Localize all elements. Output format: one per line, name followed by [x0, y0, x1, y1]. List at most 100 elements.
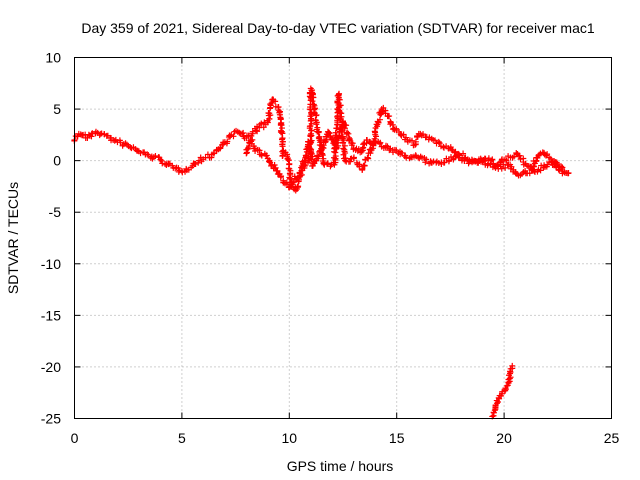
data-point-series-2	[474, 159, 481, 166]
data-point-series-2	[422, 159, 429, 166]
x-tick-label: 0	[71, 430, 79, 446]
y-tick-label: -10	[41, 256, 61, 272]
data-point-series-1	[408, 137, 415, 144]
data-point-series-2	[556, 164, 563, 171]
data-point-series-2	[561, 168, 568, 175]
data-point-series-2	[294, 174, 301, 181]
data-point-series-1	[435, 138, 442, 145]
data-point-series-2	[377, 139, 384, 146]
y-tick-label: -15	[41, 307, 61, 323]
data-point-series-2	[356, 161, 363, 168]
x-axis-label: GPS time / hours	[287, 458, 394, 474]
data-point-series-1	[230, 133, 237, 140]
data-point-series-1	[544, 151, 551, 158]
data-point-series-1	[436, 140, 443, 147]
data-point-series-2	[263, 152, 270, 159]
data-point-series-1	[386, 113, 393, 120]
data-point-series-2	[500, 161, 507, 168]
y-tick-label: -25	[41, 411, 61, 427]
data-point-series-1	[554, 160, 561, 167]
data-point-series-3	[506, 375, 513, 382]
data-point-series-2	[301, 163, 308, 170]
data-point-series-2	[339, 121, 346, 128]
data-point-series-1	[345, 130, 352, 137]
data-point-series-2	[332, 138, 339, 145]
data-point-series-2	[278, 173, 285, 180]
data-point-series-2	[333, 145, 340, 152]
data-point-series-2	[319, 151, 326, 158]
data-point-series-1	[111, 137, 118, 144]
data-point-series-2	[307, 138, 314, 145]
data-point-series-1	[314, 152, 321, 159]
data-point-series-1	[343, 122, 350, 129]
data-point-series-1	[536, 151, 543, 158]
data-point-series-2	[332, 129, 339, 136]
data-point-series-1	[284, 155, 291, 162]
data-point-series-1	[460, 150, 467, 157]
x-tick-label: 25	[604, 430, 620, 446]
data-point-series-2	[318, 142, 325, 149]
data-point-series-1	[349, 140, 356, 147]
data-points	[71, 85, 572, 420]
data-point-series-1	[327, 133, 334, 140]
data-point-series-1	[326, 130, 333, 137]
data-point-series-2	[324, 160, 331, 167]
axis-ticks: 0 5 10 15 20 25 10 5 0 -5 -10 -15 -20 -25	[41, 50, 620, 447]
data-point-series-1	[286, 160, 293, 167]
data-point-series-3	[509, 362, 516, 369]
data-point-series-1	[503, 157, 510, 164]
data-point-series-2	[469, 157, 476, 164]
data-point-series-2	[480, 157, 487, 164]
data-point-series-2	[350, 154, 357, 161]
data-point-series-1	[157, 156, 164, 163]
data-point-series-1	[358, 148, 365, 155]
data-point-series-2	[364, 154, 371, 161]
data-point-series-1	[375, 119, 382, 126]
data-point-series-2	[338, 128, 345, 135]
data-point-series-1	[565, 170, 572, 177]
data-point-series-2	[321, 161, 328, 168]
data-point-series-2	[290, 179, 297, 186]
data-point-series-2	[342, 157, 349, 164]
data-point-series-1	[376, 116, 383, 123]
data-point-series-2	[508, 163, 515, 170]
x-tick-label: 5	[178, 430, 186, 446]
y-tick-label: -20	[41, 359, 61, 375]
data-point-series-2	[336, 96, 343, 103]
data-point-series-1	[432, 137, 439, 144]
data-point-series-1	[266, 110, 273, 117]
data-point-series-2	[309, 98, 316, 105]
x-tick-label: 20	[496, 430, 512, 446]
data-point-series-2	[333, 133, 340, 140]
x-tick-label: 15	[389, 430, 405, 446]
data-point-series-1	[224, 138, 231, 145]
data-point-series-2	[462, 155, 469, 162]
y-tick-label: 5	[53, 101, 61, 117]
data-point-series-1	[179, 169, 186, 176]
data-point-series-2	[286, 184, 293, 191]
data-point-series-2	[315, 128, 322, 135]
data-point-series-2	[331, 144, 338, 151]
plot-frame	[74, 57, 612, 419]
data-point-series-2	[361, 162, 368, 169]
data-point-series-1	[277, 129, 284, 136]
data-point-series-2	[313, 112, 320, 119]
data-point-series-1	[420, 131, 427, 138]
data-point-series-2	[498, 165, 505, 172]
data-point-series-1	[287, 170, 294, 177]
data-point-series-1	[285, 157, 292, 164]
data-point-series-2	[531, 167, 538, 174]
data-point-series-1	[258, 120, 265, 127]
data-point-series-2	[446, 157, 453, 164]
data-point-series-1	[260, 124, 267, 131]
y-tick-label: 0	[53, 153, 61, 169]
data-point-series-2	[423, 156, 430, 163]
data-point-series-2	[359, 165, 366, 172]
data-point-series-1	[400, 131, 407, 138]
data-point-series-1	[208, 154, 215, 161]
data-point-series-1	[325, 129, 332, 136]
data-point-series-1	[448, 146, 455, 153]
chart-title: Day 359 of 2021, Sidereal Day-to-day VTE…	[81, 20, 594, 36]
